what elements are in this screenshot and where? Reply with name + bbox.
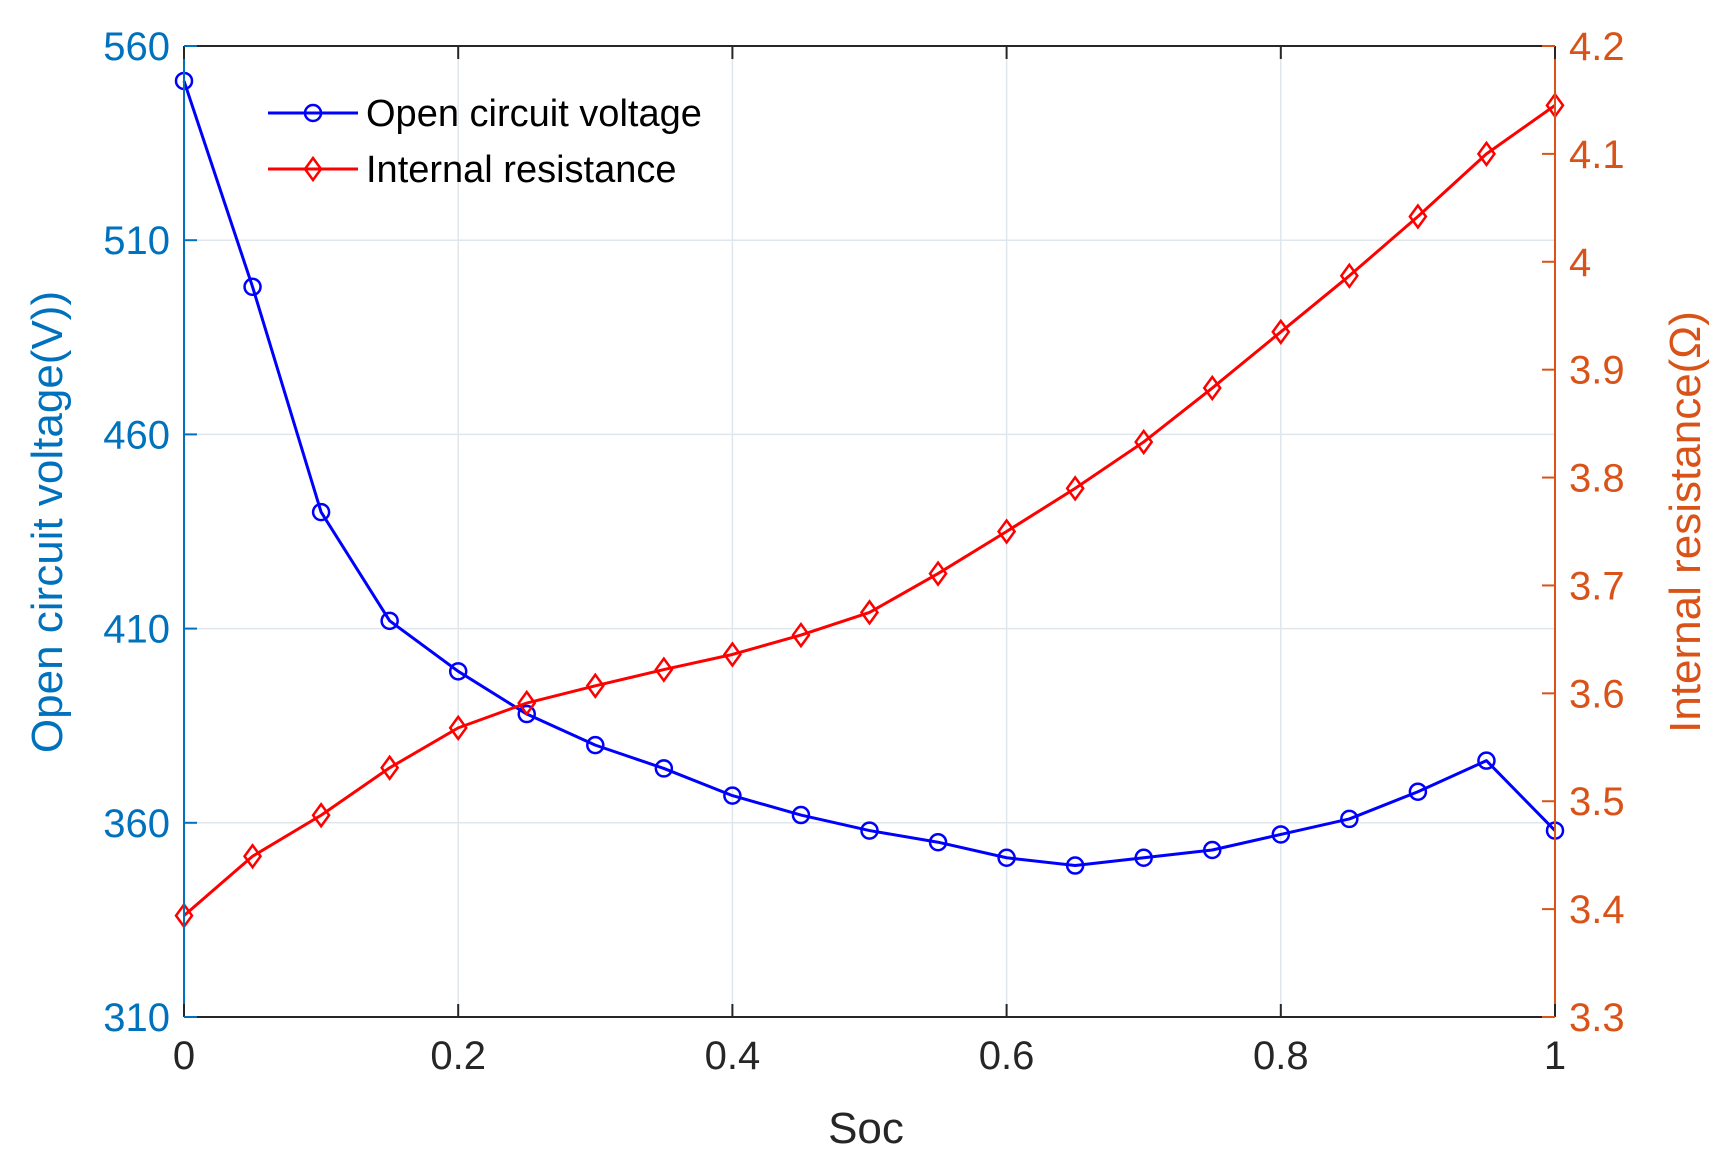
y-tick-label-right: 3.7 <box>1569 564 1625 608</box>
y-tick-label-right: 3.5 <box>1569 780 1625 824</box>
y-tick-label-right: 3.8 <box>1569 457 1625 501</box>
x-tick-label: 0 <box>173 1034 195 1078</box>
data-point-voltage <box>1340 809 1359 829</box>
data-point-resistance <box>243 843 263 870</box>
data-point-resistance <box>517 689 537 717</box>
y-tick-label-right: 3.6 <box>1569 672 1625 716</box>
y-tick-label-right: 3.9 <box>1569 349 1625 393</box>
data-point-voltage <box>380 611 399 631</box>
data-point-voltage <box>586 735 605 755</box>
data-point-resistance <box>1065 475 1085 502</box>
y-tick-label-right: 4 <box>1569 241 1591 285</box>
data-point-resistance <box>380 754 400 781</box>
data-point-resistance <box>585 672 605 699</box>
x-tick-label: 0.8 <box>1253 1034 1309 1078</box>
y-tick-label-left: 360 <box>103 802 170 846</box>
data-point-resistance <box>722 641 742 668</box>
plot-lines <box>182 80 1557 917</box>
data-point-resistance <box>791 621 811 649</box>
data-point-voltage <box>311 502 331 522</box>
data-point-voltage <box>448 662 468 681</box>
data-point-voltage <box>723 786 742 805</box>
legend-label-voltage: Open circuit voltage <box>366 93 702 135</box>
data-point-resistance <box>1408 203 1428 230</box>
x-tick-label: 0.6 <box>979 1034 1035 1078</box>
data-point-resistance <box>311 802 331 829</box>
data-point-resistance <box>1476 140 1496 168</box>
x-tick-label: 1 <box>1544 1034 1566 1078</box>
y-tick-label-right: 3.4 <box>1569 888 1625 932</box>
y-tick-label-left: 560 <box>103 25 170 69</box>
legend-label-resistance: Internal resistance <box>366 149 677 191</box>
data-point-voltage <box>654 759 674 778</box>
data-point-voltage <box>791 805 811 825</box>
x-tick-label: 0.2 <box>430 1034 486 1078</box>
axes <box>183 45 1556 1018</box>
data-point-resistance <box>928 560 948 587</box>
data-point-voltage <box>243 277 262 297</box>
series-line-0 <box>182 80 1557 868</box>
data-point-resistance <box>1271 318 1291 346</box>
series-line-1 <box>183 104 1556 917</box>
data-point-resistance <box>448 714 468 741</box>
data-point-voltage <box>1477 751 1496 770</box>
y-tick-label-right: 4.1 <box>1569 133 1625 177</box>
legend: Open circuit voltage Internal resistance <box>268 93 702 191</box>
data-point-voltage <box>928 832 948 852</box>
data-point-voltage <box>1134 848 1153 868</box>
grid-lines <box>184 46 1555 1017</box>
y-tick-label-right: 3.3 <box>1569 996 1625 1040</box>
y-tick-label-left: 460 <box>103 413 170 457</box>
legend-marker-resistance <box>303 155 323 183</box>
y-tick-label-right: 4.2 <box>1569 25 1625 69</box>
data-point-resistance <box>859 599 880 626</box>
data-point-voltage <box>997 848 1016 868</box>
y-tick-label-left: 510 <box>103 219 170 263</box>
data-point-resistance <box>654 656 674 683</box>
y-tick-label-left: 410 <box>103 608 170 652</box>
y-axis-title-right: Internal resistance(Ω) <box>1661 311 1710 733</box>
x-tick-label: 0.4 <box>705 1034 761 1078</box>
data-point-resistance <box>1202 374 1222 402</box>
y-tick-label-left: 310 <box>103 996 170 1040</box>
plot-markers <box>174 71 1565 929</box>
data-point-voltage <box>1271 825 1291 844</box>
data-point-voltage <box>517 704 536 724</box>
data-point-voltage <box>860 821 879 840</box>
ticks: 0 0.2 0.4 0.6 0.8 1 310 360 410 460 510 560 3.3 3.4 3.… <box>103 25 1624 1078</box>
data-point-resistance <box>1339 262 1359 289</box>
data-point-voltage <box>1203 840 1222 860</box>
data-point-voltage <box>1408 782 1428 801</box>
data-point-voltage <box>1065 856 1085 875</box>
legend-marker-voltage <box>303 103 323 123</box>
data-point-resistance <box>997 518 1017 545</box>
x-axis-title: Soc <box>828 1104 904 1153</box>
y-axis-title-left: Open circuit voltage(V)) <box>23 291 72 753</box>
data-point-resistance <box>1134 428 1154 456</box>
